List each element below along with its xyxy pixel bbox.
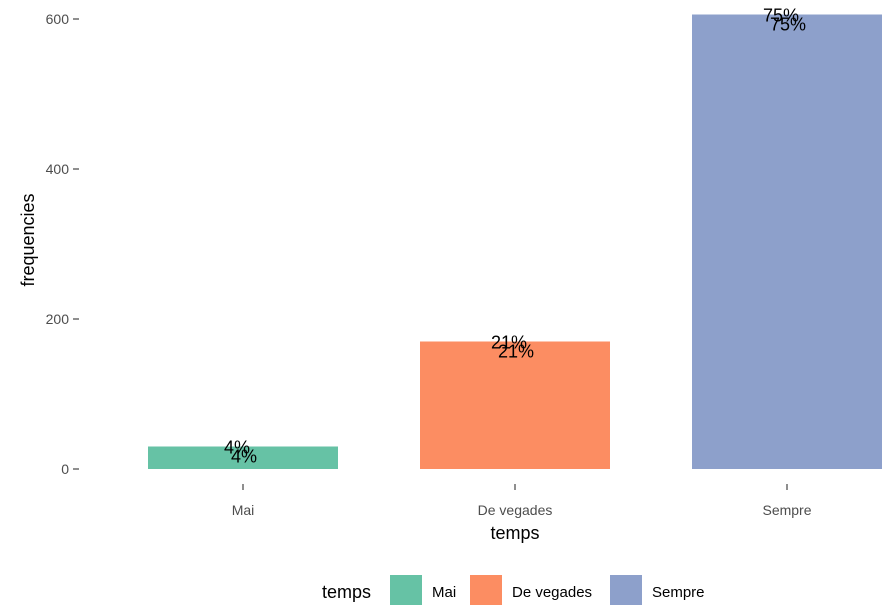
y-tick-label: 200	[46, 311, 70, 327]
legend-key-mai	[390, 575, 422, 605]
bar-de-vegades	[420, 341, 610, 469]
x-tick-label: Mai	[232, 502, 255, 518]
y-tick-label: 0	[61, 461, 69, 477]
data-label: 75%	[770, 15, 806, 35]
y-tick-label: 400	[46, 161, 70, 177]
legend-key-sempre	[610, 575, 642, 605]
data-label: 75%	[763, 6, 799, 26]
bar-mai	[148, 446, 338, 469]
legend-key-de-vegades	[470, 575, 502, 605]
data-label: 4%	[224, 438, 250, 458]
data-label: 4%	[231, 447, 257, 467]
y-axis-title: frequencies	[18, 193, 38, 286]
data-label: 21%	[491, 333, 527, 353]
bar-sempre	[692, 14, 882, 469]
legend-label: Sempre	[652, 584, 705, 601]
data-label: 21%	[498, 342, 534, 362]
x-axis-title: temps	[490, 523, 539, 543]
x-axis: Mai De vegades Sempre	[232, 484, 812, 518]
legend-label: Mai	[432, 584, 456, 601]
y-tick-label: 600	[46, 11, 70, 27]
y-axis: 0 200 400 600	[46, 11, 79, 477]
data-labels: 4%4% 21%21% 75%75%	[224, 6, 806, 467]
legend: temps Mai De vegades Sempre	[322, 575, 705, 605]
x-tick-label: Sempre	[762, 502, 811, 518]
legend-label: De vegades	[512, 584, 592, 601]
legend-title: temps	[322, 582, 371, 602]
bars	[148, 14, 882, 469]
x-tick-label: De vegades	[478, 502, 553, 518]
